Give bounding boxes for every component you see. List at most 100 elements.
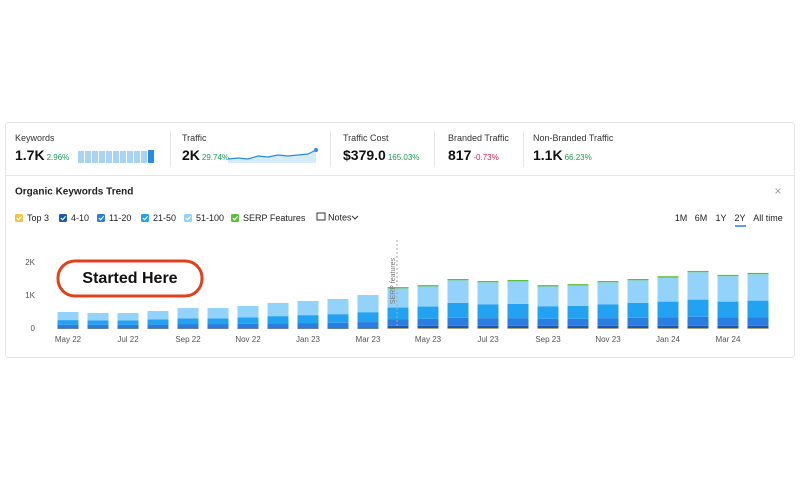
bar-segment bbox=[417, 306, 439, 319]
bar-segment bbox=[507, 279, 529, 282]
bar-segment bbox=[567, 318, 589, 326]
range-button[interactable]: 6M bbox=[695, 213, 708, 223]
range-button[interactable]: All time bbox=[753, 213, 783, 223]
bar-segment bbox=[747, 274, 769, 301]
legend-item[interactable]: 4-10 bbox=[59, 213, 89, 223]
legend-item[interactable]: 21-50 bbox=[141, 213, 176, 223]
bar-segment bbox=[387, 307, 409, 320]
x-tick-label: Nov 23 bbox=[595, 335, 621, 344]
separator bbox=[330, 131, 331, 167]
separator bbox=[523, 131, 524, 167]
bar-segment bbox=[417, 328, 439, 329]
metric-change: 29.74% bbox=[201, 153, 230, 162]
bar-segment bbox=[687, 299, 709, 317]
bar-segment bbox=[447, 279, 469, 281]
bar-segment bbox=[297, 315, 319, 324]
metric[interactable]: Branded Traffic 817 -0.73% bbox=[448, 133, 509, 163]
bar-segment bbox=[507, 303, 529, 319]
bar-segment bbox=[567, 305, 589, 319]
bar-segment bbox=[717, 276, 739, 302]
bar-segment bbox=[267, 323, 289, 328]
bar-segment bbox=[297, 300, 319, 316]
x-tick-label: Mar 24 bbox=[716, 335, 741, 344]
bar-segment bbox=[627, 279, 649, 281]
bar-segment bbox=[117, 327, 139, 329]
legend-item[interactable]: SERP Features bbox=[231, 213, 306, 223]
bar-segment bbox=[537, 325, 559, 329]
bar-segment bbox=[147, 327, 169, 329]
x-tick-label: Sep 22 bbox=[175, 335, 201, 344]
bar-segment bbox=[597, 282, 619, 305]
x-tick-label: Jul 22 bbox=[117, 335, 139, 344]
metric-change: -0.73% bbox=[473, 153, 499, 162]
bar-segment bbox=[87, 324, 109, 328]
close-button[interactable]: × bbox=[774, 184, 781, 198]
bar-segment bbox=[267, 302, 289, 317]
metric-label: Non-Branded Traffic bbox=[533, 133, 614, 143]
bar-segment bbox=[717, 325, 739, 329]
legend-item[interactable]: 51-100 bbox=[184, 213, 224, 223]
notes-button[interactable]: Notes bbox=[316, 212, 359, 222]
bar-segment bbox=[387, 328, 409, 329]
bar-segment bbox=[537, 286, 559, 307]
bar-segment bbox=[747, 328, 769, 329]
bar-segment bbox=[147, 319, 169, 325]
bar-segment bbox=[747, 272, 769, 275]
bar-segment bbox=[537, 328, 559, 329]
serp-annotation: SERP features bbox=[390, 257, 397, 304]
bar-segment bbox=[507, 328, 529, 329]
x-tick-label: Jul 23 bbox=[477, 335, 499, 344]
bar-segment bbox=[267, 327, 289, 329]
legend-label: 51-100 bbox=[196, 213, 224, 223]
annotation-box bbox=[56, 259, 204, 298]
bar-segment bbox=[567, 285, 589, 306]
y-tick-label: 1K bbox=[25, 291, 35, 300]
bar-segment bbox=[207, 308, 229, 319]
bar-segment bbox=[567, 325, 589, 329]
bar-segment bbox=[597, 318, 619, 326]
metric[interactable]: Traffic 2K 29.74% bbox=[182, 133, 229, 163]
bar-segment bbox=[87, 320, 109, 325]
x-tick-label: Jan 24 bbox=[656, 335, 681, 344]
bar-segment bbox=[57, 327, 79, 329]
metric-change: 165.03% bbox=[387, 153, 420, 162]
bar-segment bbox=[657, 301, 679, 318]
legend-checkbox bbox=[184, 214, 192, 222]
bar-segment bbox=[717, 274, 739, 277]
metric[interactable]: Non-Branded Traffic 1.1K 66.23% bbox=[533, 133, 613, 163]
bar-segment bbox=[627, 325, 649, 329]
legend-item[interactable]: 11-20 bbox=[97, 213, 131, 223]
bar-segment bbox=[387, 319, 409, 326]
bar-segment bbox=[597, 304, 619, 319]
range-selector: 1M 6M 1Y 2Y All time bbox=[675, 213, 783, 227]
bar-segment bbox=[477, 304, 499, 319]
range-button[interactable]: 2Y bbox=[734, 213, 745, 223]
bar-segment bbox=[447, 317, 469, 326]
bar-segment bbox=[297, 323, 319, 328]
bar-segment bbox=[87, 312, 109, 321]
bar-segment bbox=[237, 305, 259, 318]
bar-segment bbox=[507, 325, 529, 329]
metric[interactable]: Traffic Cost $379.0 165.03% bbox=[343, 133, 419, 163]
bar-segment bbox=[387, 325, 409, 329]
metric[interactable]: Keywords 1.7K 2.96% bbox=[15, 133, 69, 163]
metric-label: Keywords bbox=[15, 133, 55, 143]
bar-segment bbox=[447, 328, 469, 329]
legend-checkbox bbox=[15, 214, 23, 222]
bar-segment bbox=[597, 280, 619, 283]
legend-check bbox=[185, 216, 192, 221]
legend: Top 3 4-10 11-20 21-50 51-100 SERP Features bbox=[15, 213, 306, 223]
bar-segment bbox=[627, 328, 649, 329]
metric-value: $379.0 165.03% bbox=[343, 147, 419, 163]
bar-segment bbox=[387, 287, 409, 289]
bar-segment bbox=[687, 328, 709, 329]
legend-item[interactable]: Top 3 bbox=[15, 213, 49, 223]
range-button[interactable]: 1Y bbox=[715, 213, 726, 223]
bar-segment bbox=[747, 325, 769, 329]
range-button[interactable]: 1M bbox=[675, 213, 688, 223]
metric-number: 1.1K bbox=[533, 147, 563, 163]
legend-checkbox bbox=[59, 214, 67, 222]
bar-segment bbox=[267, 316, 289, 324]
